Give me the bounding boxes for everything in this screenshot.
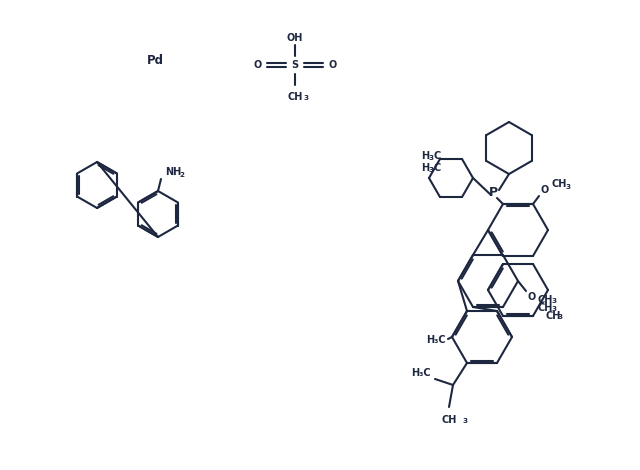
Text: Pd: Pd [147,54,163,66]
Text: CH: CH [545,311,561,321]
Text: H: H [421,163,429,173]
Text: O: O [528,292,536,302]
Text: O: O [328,60,336,70]
Text: 3: 3 [462,418,467,424]
Text: CH: CH [552,179,568,189]
Text: S: S [291,60,299,70]
Text: H₃C: H₃C [426,335,446,345]
Text: CH: CH [538,303,554,313]
Text: 3: 3 [551,306,556,312]
Text: C: C [433,151,440,161]
Text: C: C [433,163,440,173]
Text: P: P [488,186,497,198]
Text: O: O [253,60,262,70]
Text: 3: 3 [566,184,571,190]
Text: 2: 2 [179,172,184,178]
Text: H₃C: H₃C [412,368,431,378]
Text: CH: CH [442,415,457,425]
Text: 3: 3 [558,314,563,320]
Text: CH: CH [287,92,303,102]
Text: O: O [541,185,549,195]
Text: CH: CH [538,295,554,305]
Text: 3: 3 [303,95,308,101]
Text: 3: 3 [551,298,556,304]
Text: H: H [421,151,429,161]
Text: 3: 3 [428,167,433,173]
Text: NH: NH [165,167,181,177]
Text: OH: OH [287,33,303,43]
Text: 3: 3 [428,155,433,161]
